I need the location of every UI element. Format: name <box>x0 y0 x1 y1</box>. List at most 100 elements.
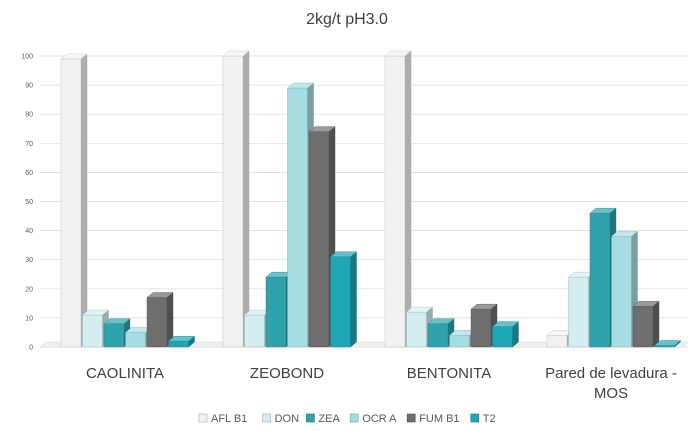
y-tick-label-70: 70 <box>25 141 33 148</box>
bar-front <box>427 323 449 348</box>
bar-ocr-a-3 <box>610 230 639 348</box>
legend-item-3: OCR A <box>349 413 397 425</box>
legend-label: T2 <box>483 413 496 425</box>
bar-top <box>81 309 110 316</box>
y-tick-label-90: 90 <box>25 83 33 90</box>
bar-top <box>167 335 196 342</box>
bar-top <box>589 207 617 214</box>
bar-front <box>168 340 189 348</box>
legend-label: ZEA <box>318 413 340 425</box>
bar-fum-b1-3 <box>632 300 660 348</box>
y-tick-label-40: 40 <box>25 228 33 235</box>
bar-front <box>60 58 82 348</box>
legend-swatch <box>406 413 416 423</box>
y-axis: 0 10 20 30 40 50 60 70 80 90 100 <box>21 54 33 352</box>
bar-t2-1 <box>329 251 358 348</box>
y-tick-label-50: 50 <box>25 199 33 206</box>
bar-fum-b1-2 <box>470 303 498 348</box>
bar-front <box>265 276 287 348</box>
bar-top <box>286 82 315 89</box>
bar-front <box>103 323 125 348</box>
bar-side <box>80 53 88 348</box>
legend-swatch <box>306 413 315 423</box>
bar-front <box>330 256 351 348</box>
bar-front <box>589 212 611 348</box>
legend-item-4: FUM B1 <box>406 413 460 425</box>
legend-swatch <box>470 413 480 423</box>
bar-fum-b1-0 <box>146 292 174 348</box>
legend-item-0: AFL B1 <box>198 413 247 425</box>
bar-top <box>405 306 434 313</box>
bar-side <box>350 251 357 348</box>
y-tick-label-80: 80 <box>25 112 33 119</box>
y-tick-label-100: 100 <box>21 54 33 61</box>
legend-label: DON <box>275 413 300 425</box>
bar-top <box>653 340 682 346</box>
bar-fum-b1-1 <box>308 126 336 348</box>
bar-front <box>244 314 265 348</box>
legend-swatch <box>349 413 359 423</box>
bar-front <box>384 55 406 348</box>
bar-front <box>654 345 675 348</box>
bar-front <box>449 335 470 348</box>
y-tick-label-60: 60 <box>25 170 33 177</box>
legend-label: OCR A <box>362 413 397 425</box>
bar-afl-b1-1 <box>222 50 250 348</box>
bar-front <box>492 326 513 348</box>
legend-swatch <box>262 413 271 423</box>
bar-t2-0 <box>167 335 196 348</box>
bar-front <box>611 236 632 348</box>
bar-side <box>652 300 660 348</box>
bar-top <box>60 53 88 60</box>
bar-front <box>82 314 103 348</box>
bar-side <box>404 50 412 348</box>
bar-top <box>610 231 639 237</box>
category-label-line: Pared de levadura - <box>545 365 677 382</box>
legend-item-5: T2 <box>470 413 496 425</box>
bar-front <box>470 308 492 348</box>
y-tick-label-0: 0 <box>29 345 33 352</box>
legend-label: FUM B1 <box>419 413 459 425</box>
y-tick-label-20: 20 <box>25 286 33 293</box>
bar-front <box>222 55 244 348</box>
bar-side <box>242 50 250 348</box>
bar-top <box>308 126 336 132</box>
bar-front <box>406 311 427 348</box>
bar-t2-3 <box>653 340 682 348</box>
bar-front <box>125 332 146 348</box>
x-axis: CAOLINITA ZEOBOND BENTONITA Pared de levadu… <box>86 365 677 402</box>
bar-front <box>546 335 568 348</box>
bar-top <box>427 318 455 324</box>
category-label-3: Pared de levadura - MOS <box>545 365 677 402</box>
bar-top <box>470 303 498 310</box>
category-label-0: CAOLINITA <box>86 365 164 382</box>
bar-top <box>384 50 412 57</box>
bar-t2-2 <box>491 321 520 348</box>
y-tick-label-10: 10 <box>25 315 33 322</box>
category-label-line: MOS <box>594 385 628 402</box>
bar-top <box>329 251 358 257</box>
bars <box>60 50 682 348</box>
bar-afl-b1-2 <box>384 50 412 348</box>
bar-front <box>308 131 330 348</box>
y-tick-label-30: 30 <box>25 257 33 264</box>
category-label-1: ZEOBOND <box>250 365 324 382</box>
legend: AFL B1 DON ZEA OCR A FUM B1 T2 <box>198 413 496 425</box>
bar-top <box>632 301 660 307</box>
bar-top <box>222 50 250 57</box>
bar-front <box>568 276 589 348</box>
bar-afl-b1-0 <box>60 53 88 348</box>
legend-swatch <box>198 413 208 423</box>
bar-front <box>287 87 308 348</box>
bar-front <box>632 306 654 348</box>
legend-label: AFL B1 <box>211 413 247 425</box>
bar-top <box>491 321 520 327</box>
chart-title: 2kg/t pH3.0 <box>306 11 388 28</box>
bar-top <box>146 292 174 298</box>
bar-front <box>146 297 168 348</box>
category-label-2: BENTONITA <box>407 365 491 382</box>
legend-item-1: DON <box>262 413 300 425</box>
legend-item-2: ZEA <box>306 413 340 425</box>
bar-top <box>103 318 131 324</box>
